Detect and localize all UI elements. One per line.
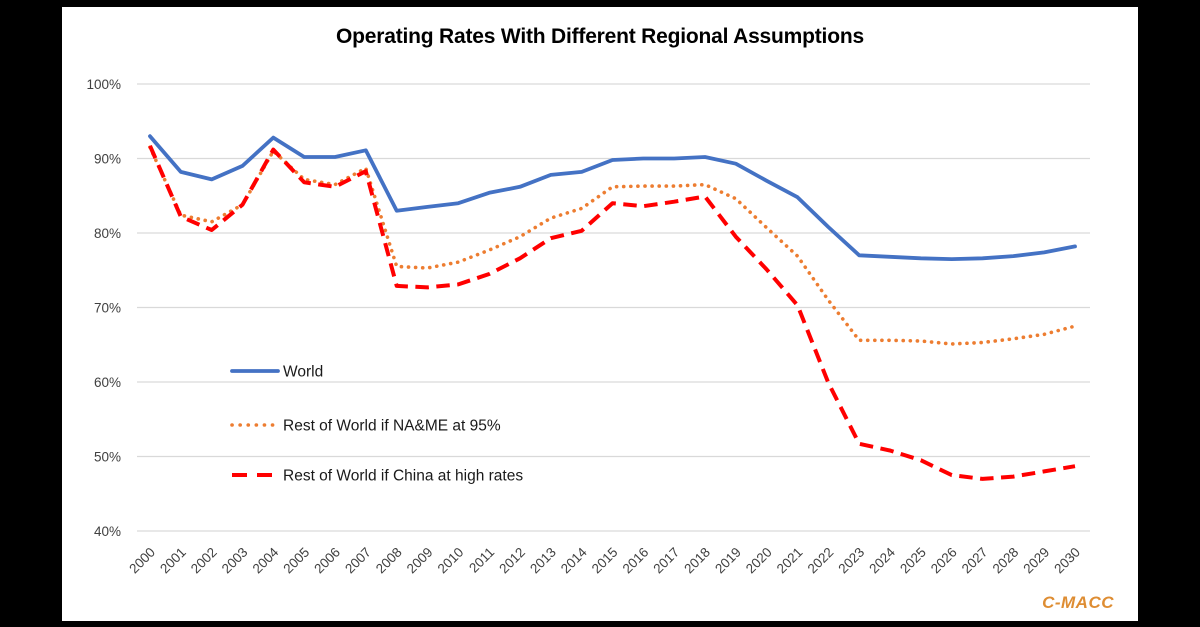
x-axis-tick-label: 2013 <box>527 545 559 577</box>
y-axis-tick-labels: 40% 50% 60% 70% 80% 90% 100% <box>86 77 121 539</box>
x-axis-tick-label: 2026 <box>928 545 960 577</box>
y-axis-tick-label: 70% <box>94 301 121 316</box>
x-axis-tick-label: 2014 <box>558 544 590 576</box>
legend: World Rest of World if NA&ME at 95% Rest o… <box>230 364 523 485</box>
x-axis-tick-label: 2006 <box>311 545 343 577</box>
x-axis-tick-label: 2018 <box>681 545 713 577</box>
x-axis-tick-label: 2008 <box>373 545 405 577</box>
x-axis-tick-label: 2012 <box>496 545 528 577</box>
x-axis-tick-label: 2024 <box>866 544 898 576</box>
chart-card: Operating Rates With Different Regional … <box>62 7 1138 621</box>
x-axis-tick-label: 2001 <box>157 545 189 577</box>
x-axis-tick-label: 2003 <box>219 545 251 577</box>
x-axis-tick-label: 2019 <box>712 545 744 577</box>
x-axis-tick-labels: 2000200120022003200420052006200720082009… <box>126 544 1083 576</box>
x-axis-tick-label: 2027 <box>959 545 991 577</box>
operating-rates-line-chart: 40%50%60%70%80%90%100%200020012002200320… <box>86 77 1090 576</box>
chart-title: Operating Rates With Different Regional … <box>336 25 864 48</box>
gridlines <box>137 83 1090 532</box>
x-axis-tick-label: 2020 <box>743 545 775 577</box>
x-axis-tick-label: 2028 <box>990 545 1022 577</box>
x-axis-tick-label: 2010 <box>435 545 467 577</box>
y-axis-tick-label: 90% <box>94 152 121 167</box>
rest-of-world-if-china-at-high-rates-series-line <box>148 145 1076 481</box>
x-axis-tick-label: 2017 <box>650 545 682 577</box>
legend-label-rest-of-world-if-na-me-at-95: Rest of World if NA&ME at 95% <box>283 418 501 435</box>
y-axis-tick-label: 60% <box>94 375 121 390</box>
x-axis-tick-label: 2022 <box>805 545 837 577</box>
x-axis-tick-label: 2005 <box>280 545 312 577</box>
x-axis-tick-label: 2002 <box>188 545 220 577</box>
c-macc-watermark: C-MACC <box>1042 593 1114 612</box>
x-axis-tick-label: 2009 <box>404 545 436 577</box>
x-axis-tick-label: 2000 <box>126 545 158 577</box>
x-axis-tick-label: 2011 <box>466 545 497 576</box>
x-axis-tick-label: 2029 <box>1020 545 1052 577</box>
y-axis-tick-label: 50% <box>94 450 121 465</box>
x-axis-tick-label: 2030 <box>1051 545 1083 577</box>
x-axis-tick-label: 2023 <box>835 545 867 577</box>
x-axis-tick-label: 2015 <box>589 545 621 577</box>
world-series-line <box>148 134 1077 262</box>
x-axis-tick-label: 2007 <box>342 545 374 577</box>
rest-of-world-if-na-me-at-95-series-line <box>148 145 1077 346</box>
x-axis-tick-label: 2025 <box>897 545 929 577</box>
x-axis-tick-label: 2021 <box>774 545 806 577</box>
y-axis-tick-label: 100% <box>86 77 121 92</box>
legend-label-world: World <box>283 364 323 381</box>
y-axis-tick-label: 80% <box>94 226 121 241</box>
y-axis-tick-label: 40% <box>94 524 121 539</box>
legend-label-rest-of-world-if-china-at-high-rates: Rest of World if China at high rates <box>283 468 523 485</box>
x-axis-tick-label: 2004 <box>250 544 282 576</box>
x-axis-tick-label: 2016 <box>620 545 652 577</box>
